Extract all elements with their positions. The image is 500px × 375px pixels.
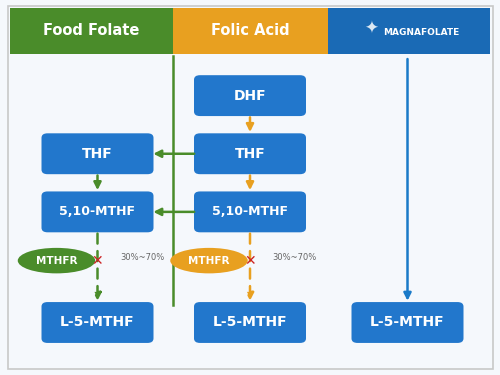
- FancyBboxPatch shape: [194, 75, 306, 116]
- Text: MAGNAFOLATE: MAGNAFOLATE: [383, 28, 460, 38]
- Text: DHF: DHF: [234, 88, 266, 103]
- FancyBboxPatch shape: [42, 134, 154, 174]
- Text: THF: THF: [234, 147, 266, 161]
- Text: MTHFR: MTHFR: [188, 256, 230, 266]
- Text: 30%~70%: 30%~70%: [120, 253, 164, 262]
- Text: ✕: ✕: [244, 254, 256, 268]
- FancyBboxPatch shape: [42, 191, 154, 232]
- Text: L-5-MTHF: L-5-MTHF: [370, 315, 445, 330]
- Ellipse shape: [170, 248, 248, 273]
- FancyBboxPatch shape: [352, 302, 464, 343]
- FancyBboxPatch shape: [10, 8, 172, 54]
- Text: 5,10-MTHF: 5,10-MTHF: [212, 206, 288, 218]
- FancyBboxPatch shape: [194, 191, 306, 232]
- Text: L-5-MTHF: L-5-MTHF: [60, 315, 135, 330]
- FancyBboxPatch shape: [194, 302, 306, 343]
- Text: Folic Acid: Folic Acid: [210, 23, 290, 39]
- Text: THF: THF: [82, 147, 113, 161]
- FancyBboxPatch shape: [8, 6, 492, 369]
- FancyBboxPatch shape: [42, 302, 154, 343]
- FancyBboxPatch shape: [328, 8, 490, 54]
- Text: MTHFR: MTHFR: [36, 256, 77, 266]
- Text: Food Folate: Food Folate: [43, 23, 140, 39]
- Text: ✦: ✦: [364, 20, 378, 38]
- Ellipse shape: [18, 248, 95, 273]
- Text: ✕: ✕: [92, 254, 104, 268]
- FancyBboxPatch shape: [194, 134, 306, 174]
- Text: 5,10-MTHF: 5,10-MTHF: [60, 206, 136, 218]
- Text: 30%~70%: 30%~70%: [272, 253, 317, 262]
- FancyBboxPatch shape: [172, 8, 328, 54]
- Text: L-5-MTHF: L-5-MTHF: [212, 315, 288, 330]
